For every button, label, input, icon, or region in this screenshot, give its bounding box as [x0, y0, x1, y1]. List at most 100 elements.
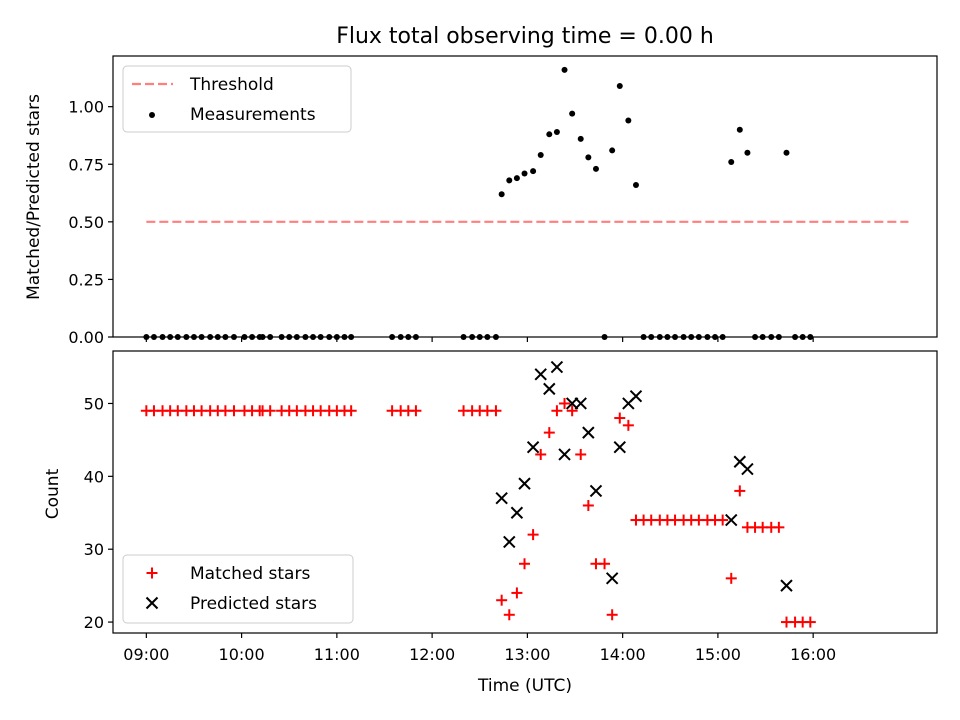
predicted-star-point-b — [589, 484, 603, 498]
predicted-star-point — [495, 491, 508, 505]
matched-star-point — [511, 587, 523, 599]
predicted-star-point-b — [574, 397, 587, 410]
predicted-star-point-b — [526, 440, 540, 454]
predicted-star-point — [780, 579, 793, 592]
measurement-point — [632, 181, 639, 188]
legend-predicted-label: Predicted stars — [190, 594, 317, 614]
matched-star-point — [503, 609, 515, 621]
matched-star-point — [804, 616, 816, 628]
predicted-star-point — [613, 440, 626, 454]
top-frame — [112, 55, 938, 338]
measurement-point — [577, 135, 584, 142]
legend-predicted-swatch — [145, 596, 159, 610]
bottom-ytick-label: 30 — [84, 540, 104, 559]
predicted-star-point-b — [510, 506, 524, 519]
predicted-star-point-b — [582, 426, 595, 439]
matched-star-point — [582, 499, 594, 511]
measurement-point — [537, 152, 544, 159]
predicted-star-point — [725, 513, 738, 527]
bottom-xtick-label: 13:00 — [504, 645, 550, 664]
measurement-point — [592, 165, 599, 172]
matched-star-point — [734, 485, 746, 497]
predicted-star-point-b — [741, 462, 754, 476]
measurement-point — [498, 191, 505, 198]
matched-star-point — [228, 405, 240, 417]
measurement-point — [506, 177, 513, 184]
legend-matched-label: Matched stars — [190, 564, 310, 584]
bottom-xtick-label: 10:00 — [219, 645, 265, 664]
matched-star-point — [264, 405, 276, 417]
predicted-star-point — [503, 535, 516, 549]
top-ylabel: Matched/Predicted stars — [24, 94, 44, 300]
predicted-star-point — [605, 572, 619, 585]
bottom-frame — [112, 350, 938, 634]
bottom-xtick-label: 14:00 — [600, 645, 646, 664]
matched-star-point — [519, 558, 531, 570]
top-legend-box — [122, 65, 352, 133]
matched-star-point — [725, 572, 737, 584]
predicted-star-point — [543, 382, 556, 396]
x-axis-label: Time (UTC) — [477, 676, 572, 696]
measurement-point — [521, 170, 528, 177]
measurement-point — [569, 110, 576, 117]
bottom-panel: 20 30 40 50 09:00 10:00 11:00 12:00 13:00 14:00 15… — [84, 350, 938, 664]
matched-star-point — [410, 405, 422, 417]
matched-star-point — [622, 419, 634, 431]
bottom-xtick-label: 16:00 — [790, 645, 836, 664]
legend-measurements-label: Measurements — [190, 105, 316, 125]
predicted-star-point — [741, 462, 754, 476]
matched-star-point — [606, 609, 618, 621]
top-ytick-label: 1.00 — [68, 98, 104, 117]
predicted-star-point-b — [780, 579, 793, 592]
predicted-star-point — [629, 389, 643, 403]
legend-predicted-swatch-b — [145, 596, 159, 610]
legend-matched-swatch — [146, 567, 158, 579]
bottom-legend: Matched stars Predicted stars — [122, 554, 354, 624]
predicted-star-point — [510, 506, 524, 519]
predicted-star-point — [574, 397, 587, 410]
matched-star-point — [543, 427, 555, 439]
measurement-point — [530, 168, 537, 175]
measurement-point — [609, 147, 616, 154]
predicted-star-point-b — [543, 382, 556, 396]
measurement-point — [553, 129, 560, 136]
bottom-ylabel: Count — [43, 468, 63, 519]
matched-star-point — [599, 558, 611, 570]
predicted-star-point — [526, 440, 540, 454]
matched-star-point — [496, 594, 508, 606]
predicted-star-point-b — [503, 535, 516, 549]
matched-star-point — [559, 397, 571, 409]
predicted-star-point-b — [605, 572, 619, 585]
bottom-ytick-label: 50 — [84, 394, 104, 413]
legend-measurements-swatch — [149, 112, 155, 118]
predicted-star-point-b — [495, 491, 508, 505]
matched-star-point — [566, 405, 578, 417]
chart-title: Flux total observing time = 0.00 h — [336, 24, 714, 49]
measurement-point — [625, 117, 632, 124]
predicted-star-point-b — [733, 455, 747, 468]
matched-star-point — [575, 448, 587, 460]
predicted-star-point — [518, 477, 531, 490]
predicted-star-point-b — [534, 368, 547, 381]
predicted-star-point-b — [558, 448, 571, 461]
matched-star-point — [535, 448, 547, 460]
predicted-star-point-b — [518, 477, 531, 490]
measurement-point — [728, 158, 735, 165]
measurement-point — [561, 66, 568, 73]
matched-star-point — [527, 529, 539, 541]
matched-star-point — [614, 412, 626, 424]
bottom-xtick-label: 09:00 — [123, 645, 169, 664]
matched-star-point — [773, 521, 785, 533]
measurement-point — [744, 149, 751, 156]
top-ytick-label: 0.75 — [68, 155, 104, 174]
measurement-point — [585, 154, 592, 161]
bottom-xtick-label: 11:00 — [314, 645, 360, 664]
predicted-star-point — [582, 426, 595, 439]
bottom-xtick-label: 12:00 — [409, 645, 455, 664]
predicted-star-point-b — [550, 360, 564, 374]
measurement-point — [513, 175, 520, 182]
legend-threshold-label: Threshold — [189, 75, 274, 95]
bottom-legend-box — [122, 554, 354, 624]
matched-star-point — [490, 405, 502, 417]
